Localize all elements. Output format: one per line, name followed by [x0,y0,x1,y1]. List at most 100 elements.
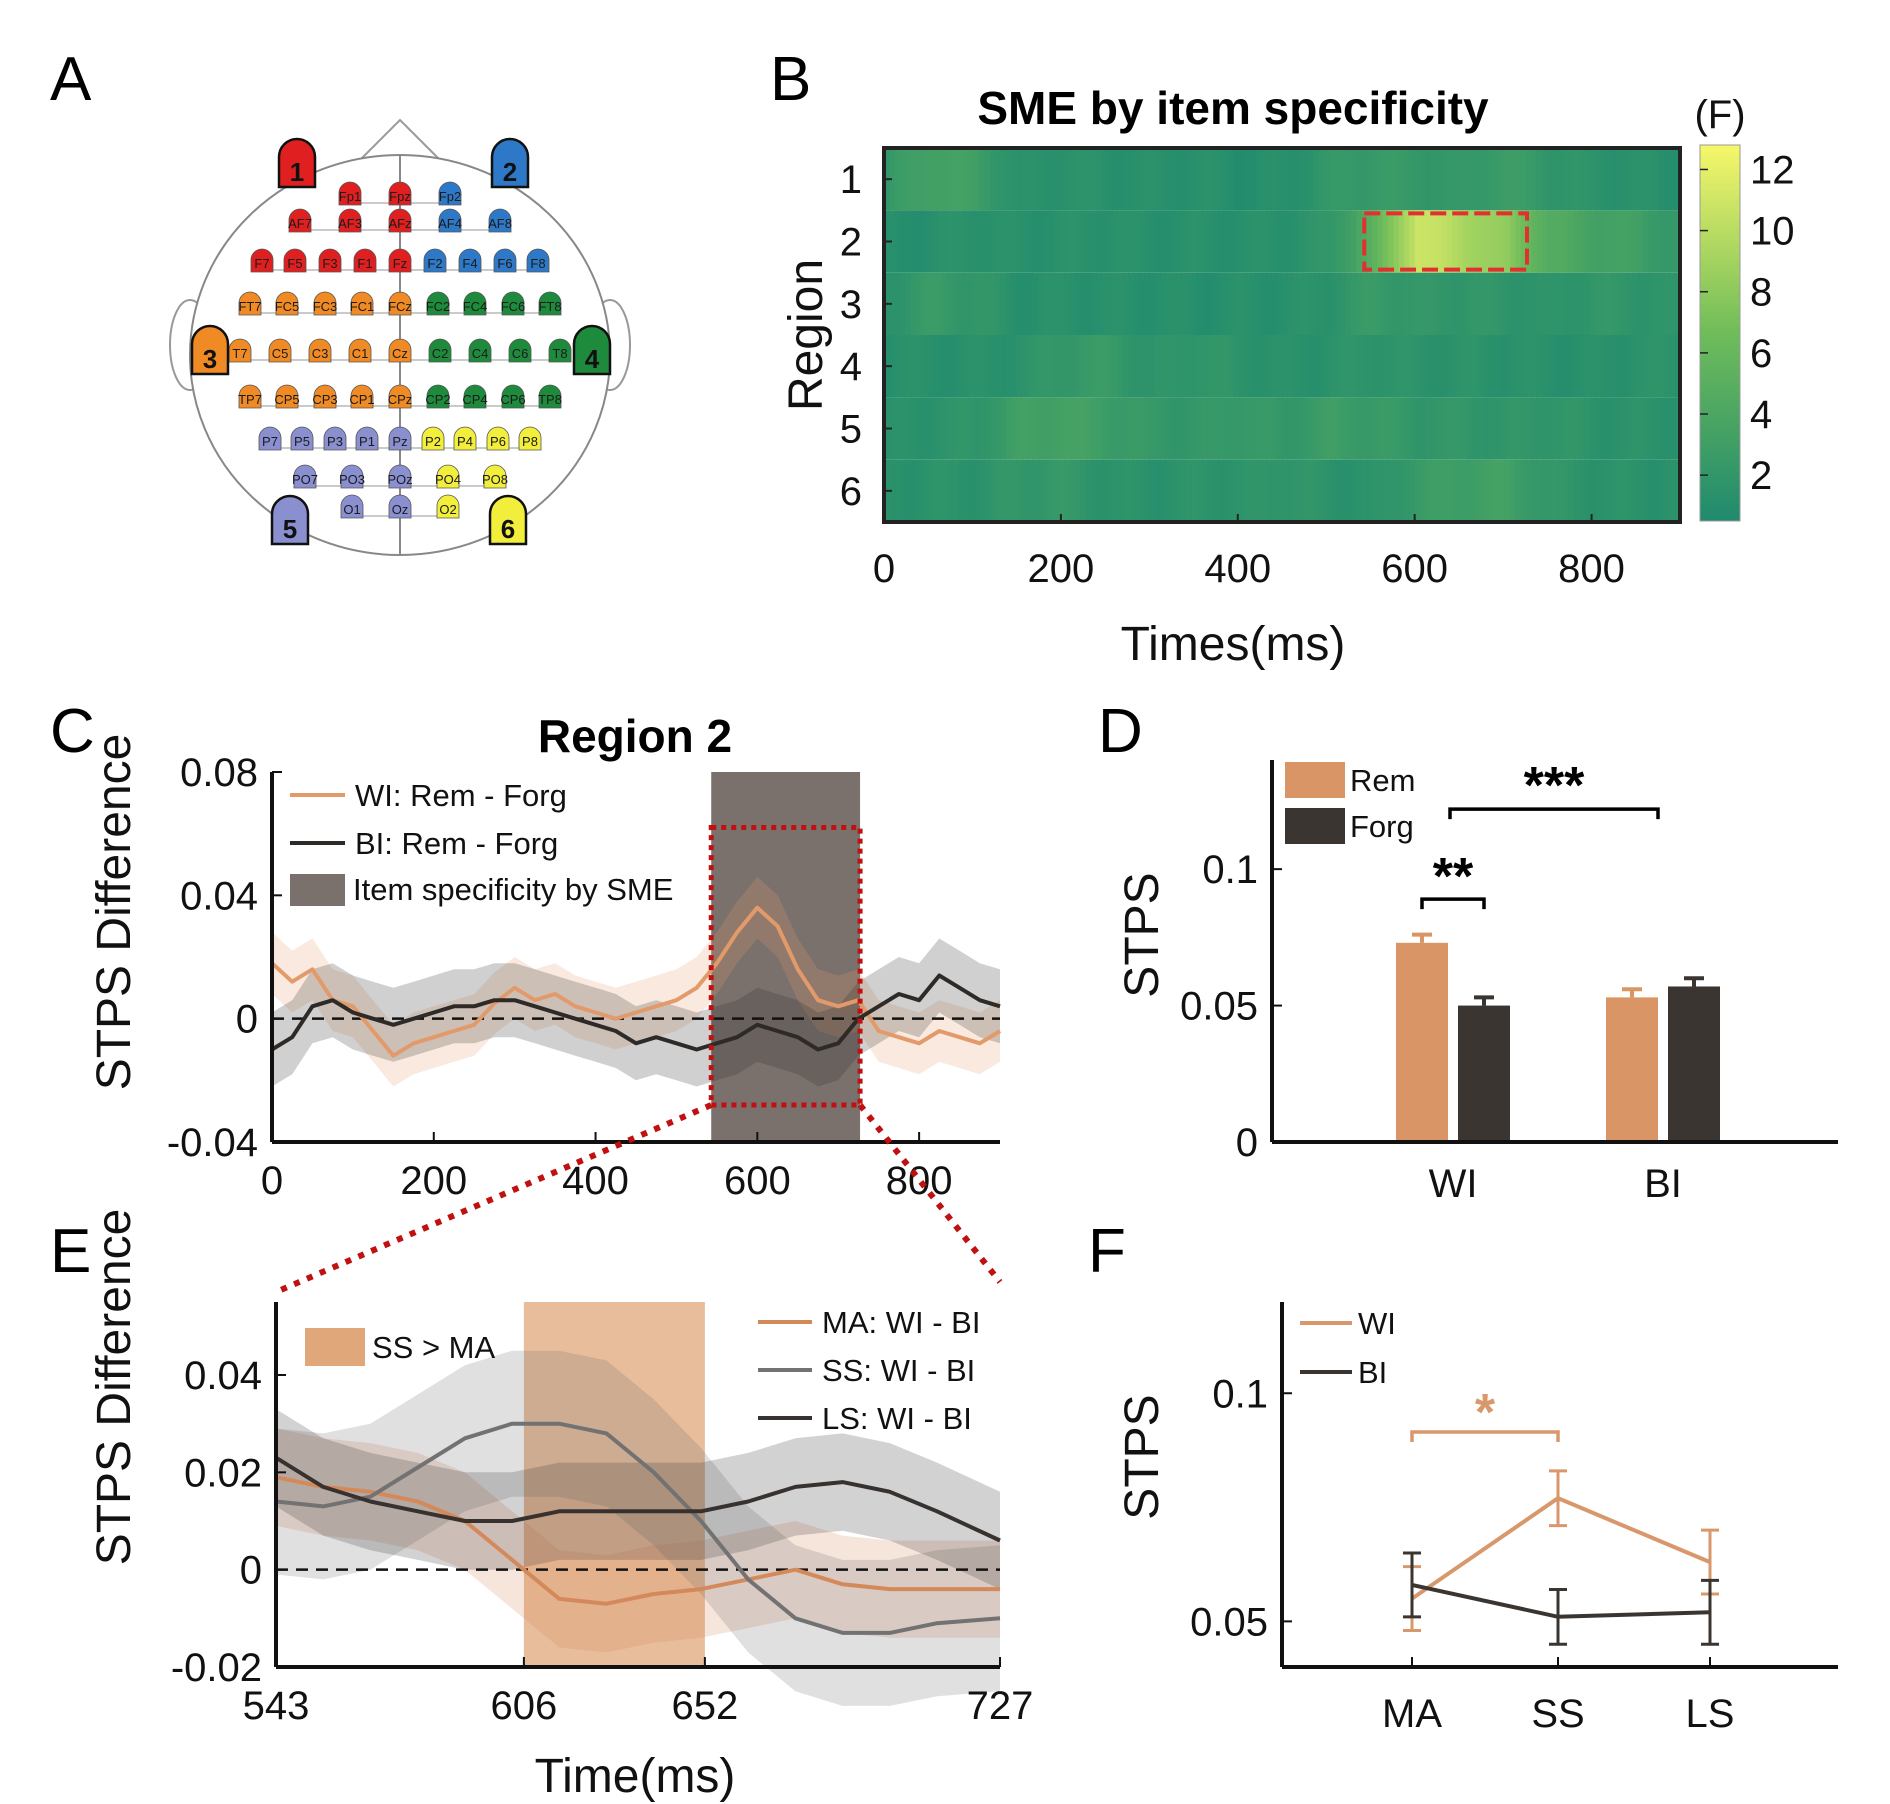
colorbar [1699,144,1741,522]
electrode-label-af4: AF4 [438,216,462,231]
heatmap-cell [1170,397,1177,460]
heatmap-cell [1085,210,1092,273]
heatmap-cell [915,397,922,460]
heatmap-cell [1027,397,1034,460]
heatmap-cell [1589,397,1596,460]
heatmap-cell [1435,335,1442,398]
electrode-label-fc2: FC2 [426,299,451,314]
heatmap-cell [1441,459,1448,522]
heatmap-cell [889,397,896,460]
heatmap-cell [1398,397,1405,460]
electrode-label-p8: P8 [522,434,538,449]
panel-e-x-label: Time(ms) [535,1750,736,1803]
heatmap-cell [1674,210,1681,273]
heatmap-cell [984,148,991,211]
heatmap-cell [1621,148,1628,211]
heatmap-cell [1075,272,1081,335]
x-tick-label: 800 [886,1159,953,1203]
heatmap-cell [1536,148,1543,211]
x-tick-label: LS [1686,1692,1735,1736]
panel-c-legend: WI: Rem - Forg BI: Rem - Forg Item speci… [290,778,673,907]
heatmap-cell [1069,210,1076,273]
heatmap-cell [1669,272,1676,335]
heatmap-cell [1446,272,1453,335]
heatmap-cell [1011,210,1018,273]
heatmap-cell [1366,459,1373,522]
y-tick-label: 0.05 [1180,985,1258,1029]
heatmap-cell [1255,272,1262,335]
heatmap-cell [1658,335,1665,398]
heatmap-cell [1531,397,1538,460]
panel-e-legend: SS > MA MA: WI - BI SS: WI - BI LS: WI -… [305,1305,980,1436]
heatmap-cell [1483,459,1490,522]
heatmap-cell [1011,397,1018,460]
heatmap-cell [958,459,965,522]
heatmap-cell [1536,397,1543,460]
heatmap-cell [1356,148,1363,211]
electrode-f2 [423,248,447,273]
heatmap-cell [1340,335,1347,398]
heatmap-cell [953,210,959,273]
heatmap-cell [979,335,986,398]
heatmap-cell [889,272,896,335]
heatmap-cell [1213,335,1219,398]
heatmap-cell [899,210,906,273]
heatmap-cell [1064,148,1071,211]
heatmap-cell [1282,272,1288,335]
panel-d-legend: Rem Forg [1285,762,1415,844]
heatmap-cell [1260,148,1267,211]
heatmap-cell [1462,210,1469,273]
heatmap-cell [921,210,927,273]
heatmap-cell [1584,459,1591,522]
heatmap-cell [1446,210,1453,273]
x-tick-label: 600 [724,1159,791,1203]
heatmap-cell [1531,272,1538,335]
heatmap-cell [1218,335,1225,398]
heatmap-cell [968,335,975,398]
heatmap-cell [1611,272,1617,335]
heatmap-cell [1053,335,1060,398]
heatmap-cell [1223,335,1230,398]
heatmap-cell [1313,210,1320,273]
heatmap-cell [1059,210,1065,273]
heatmap-cell [1053,397,1060,460]
heatmap-cell [1557,335,1564,398]
heatmap-cell [1000,148,1007,211]
x-tick-label: 200 [400,1159,467,1203]
x-tick-label: 543 [243,1684,310,1728]
electrode-pz [388,426,412,451]
heatmap-cell [1313,272,1320,335]
heatmap-cell [1159,210,1166,273]
heatmap-cell [1085,397,1092,460]
heatmap-cell [1297,272,1304,335]
heatmap-cell [1653,459,1660,522]
heatmap-cell [937,148,943,211]
heatmap-cell [1085,459,1092,522]
heatmap-cell [1446,335,1453,398]
electrode-label-fp2: Fp2 [439,189,461,204]
heatmap-cell [1075,397,1081,460]
y-tick-label: 0.08 [180,751,258,795]
electrode-label-fc5: FC5 [275,299,300,314]
heatmap-cell [1372,210,1379,273]
panel-f-legend: WI BI [1300,1306,1396,1390]
heatmap-cell [1372,459,1379,522]
electrode-po4 [436,464,460,489]
heatmap-cell [1197,272,1203,335]
electrode-f3 [318,248,342,273]
heatmap-cell [990,272,996,335]
heatmap-cell [1653,397,1660,460]
heatmap-cell [1048,148,1055,211]
heatmap-cell [1128,210,1134,273]
heatmap-cell [1106,148,1113,211]
heatmap-cell [1313,459,1320,522]
heatmap-cell [990,397,996,460]
heatmap-cell [1542,272,1548,335]
heatmap-cell [1398,335,1405,398]
legend-swatch-forg [1285,808,1345,844]
heatmap-cell [1138,272,1145,335]
heatmap-cell [1345,210,1352,273]
heatmap-cell [1653,272,1660,335]
heatmap-cell [1441,335,1448,398]
heatmap-cell [1106,272,1113,335]
